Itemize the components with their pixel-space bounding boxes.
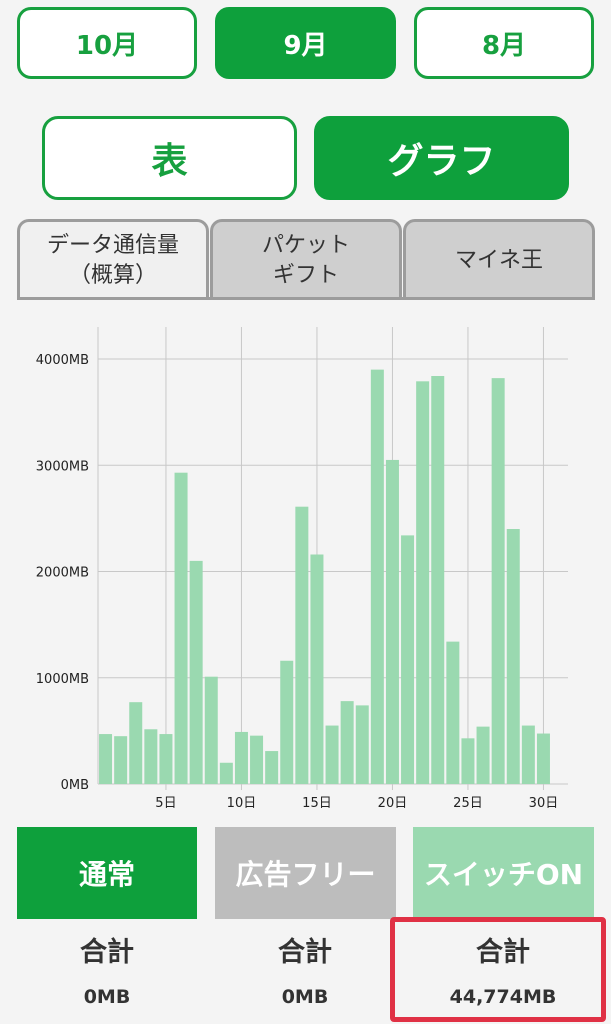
bar [491, 378, 505, 784]
bar [476, 726, 490, 784]
mode-normal-button[interactable]: 通常 [17, 827, 197, 919]
bar [355, 705, 369, 784]
bar [431, 376, 445, 784]
tab-packet-gift[interactable]: パケット ギフト [210, 219, 402, 300]
total-label-switch-on: 合計 [476, 937, 530, 968]
bar [114, 736, 128, 784]
total-value-switch-on: 44,774MB [449, 986, 557, 1008]
bar [234, 731, 248, 784]
tab-maineou[interactable]: マイネ王 [403, 219, 595, 300]
mode-switch-on-button[interactable]: スイッチON [413, 827, 594, 919]
bar [99, 734, 113, 784]
graph-view-button[interactable]: グラフ [314, 116, 569, 200]
bar [144, 729, 158, 784]
bar [204, 676, 218, 784]
tab-maineou-label: マイネ王 [454, 248, 543, 274]
bar [189, 560, 203, 784]
month-button-august[interactable]: 8月 [414, 7, 594, 79]
y-tick-label: 1000MB [36, 672, 89, 687]
bar [219, 762, 233, 784]
bar [295, 506, 309, 784]
bar [340, 701, 354, 784]
bar [385, 459, 399, 784]
x-tick-label: 10日 [227, 796, 257, 811]
table-view-button[interactable]: 表 [42, 116, 297, 200]
bar [129, 702, 143, 784]
bar [416, 381, 430, 784]
x-tick-label: 15日 [302, 796, 332, 811]
bar [446, 641, 460, 784]
bar [370, 369, 384, 784]
bar [174, 472, 188, 784]
y-tick-label: 2000MB [36, 566, 89, 581]
total-value-normal: 0MB [83, 986, 131, 1008]
y-tick-label: 4000MB [36, 353, 89, 368]
x-tick-label: 5日 [155, 796, 176, 811]
tab-divider [17, 297, 595, 300]
month-button-september[interactable]: 9月 [215, 7, 396, 79]
tab-data-usage-line1: データ通信量 [46, 233, 179, 259]
tab-packet-gift-line2: ギフト [272, 263, 339, 288]
x-tick-label: 30日 [529, 796, 559, 811]
bar [159, 734, 173, 784]
bar [325, 725, 339, 784]
total-label-ad-free: 合計 [278, 937, 332, 968]
x-tick-label: 20日 [378, 796, 408, 811]
bar [521, 725, 535, 784]
total-label-normal: 合計 [80, 937, 134, 968]
bar [536, 733, 550, 784]
bar [461, 738, 475, 784]
bar [401, 535, 415, 784]
bar [280, 660, 294, 784]
y-tick-label: 0MB [61, 778, 89, 793]
bar [250, 735, 264, 784]
tab-data-usage[interactable]: データ通信量 （概算） [17, 219, 209, 300]
total-value-ad-free: 0MB [281, 986, 329, 1008]
month-button-october[interactable]: 10月 [17, 7, 197, 79]
bar [265, 751, 279, 784]
daily-usage-chart: 0MB 1000MB 2000MB 3000MB 4000MB 5日 10日 15日 20日 25… [36, 327, 568, 811]
y-tick-label: 3000MB [36, 459, 89, 474]
bar [310, 554, 324, 784]
bar [506, 529, 520, 784]
tab-data-usage-line2: （概算） [68, 263, 157, 288]
highlight-box [390, 917, 606, 1022]
mode-ad-free-button[interactable]: 広告フリー [215, 827, 396, 919]
tab-packet-gift-line1: パケット [261, 233, 350, 259]
x-tick-label: 25日 [453, 796, 483, 811]
